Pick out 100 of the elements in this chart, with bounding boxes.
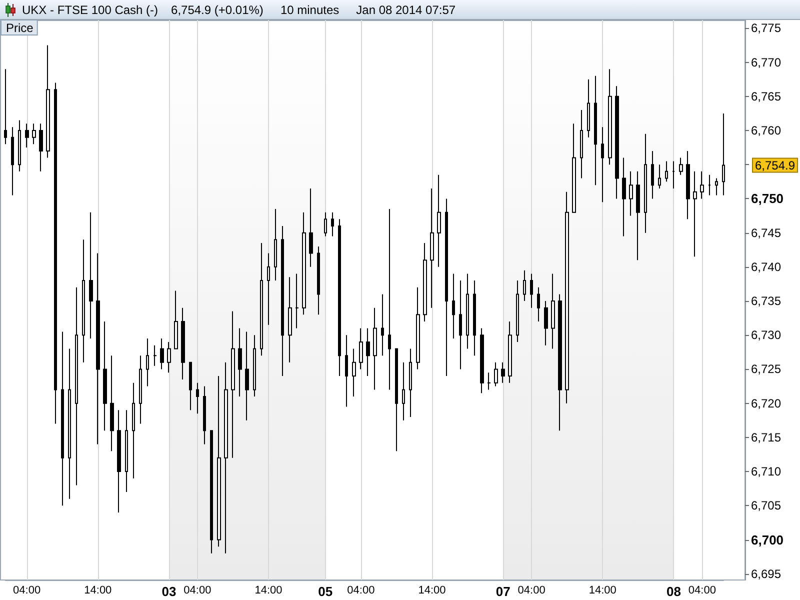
x-tick-label: 04:00 [347, 584, 375, 596]
candlestick [18, 120, 21, 172]
x-tick-label: 14:00 [588, 584, 616, 596]
chart-subtitle: 6,754.9 (+0.01%) [171, 2, 264, 16]
candlestick [558, 294, 562, 432]
candlestick [61, 331, 64, 506]
text: 10 minutes [280, 2, 340, 16]
y-tick-label: 6,750 [751, 191, 784, 206]
x-tick-label: 07 [496, 584, 510, 599]
candlestick [665, 160, 668, 182]
x-tick-label: 14:00 [254, 584, 282, 596]
y-tick-label: 6,775 [751, 21, 782, 36]
candlestick [516, 280, 519, 342]
candlestick [139, 355, 142, 424]
candlestick [544, 300, 548, 346]
candlestick [366, 328, 370, 377]
x-tick-label: 04:00 [13, 584, 41, 596]
y-tick-label: 6,725 [751, 362, 782, 376]
candlestick [359, 328, 363, 370]
y-tick-label: 6,760 [751, 124, 782, 138]
y-tick-label: 6,765 [751, 89, 782, 104]
candlestick [281, 225, 284, 377]
candlestick [181, 307, 185, 380]
candlestick [338, 218, 341, 377]
candlestick [693, 170, 697, 258]
candlestick [117, 410, 121, 513]
x-tick-label: 14:00 [84, 584, 112, 596]
candlestick [288, 276, 292, 363]
candlestick [722, 112, 725, 196]
candlestick [445, 198, 448, 377]
candlestick [651, 150, 654, 200]
candlestick [530, 273, 533, 308]
candlestick [501, 362, 505, 384]
candlestick [686, 150, 690, 220]
candlestick [587, 78, 590, 138]
candlestick [260, 242, 263, 356]
y-tick-label: 6,715 [751, 430, 782, 444]
candlestick [708, 174, 711, 196]
candlestick [146, 338, 149, 387]
candlestick [160, 338, 164, 370]
y-tick-label: 6,710 [751, 464, 782, 479]
candlestick [523, 270, 526, 302]
x-tick-label: 05 [318, 584, 333, 599]
candlestick [459, 280, 462, 370]
candlestick [210, 430, 213, 554]
candlestick [317, 246, 320, 316]
candlestick [110, 355, 114, 452]
text: Price [6, 21, 34, 35]
candlestick [11, 126, 14, 196]
candlestick [32, 123, 36, 145]
candlestick [224, 362, 228, 554]
candlestick [82, 239, 85, 363]
candlestick [572, 123, 576, 213]
candlestick [615, 86, 619, 200]
candlestick [324, 212, 327, 237]
candlestick [423, 242, 427, 322]
candlestick [622, 157, 626, 237]
candlestick [153, 344, 157, 366]
candlestick [594, 75, 597, 186]
candlestick [132, 382, 135, 479]
candlestick [231, 310, 235, 458]
x-tick-label: 04:00 [688, 584, 716, 596]
text: 6,754.9 [755, 158, 796, 172]
candlestick [679, 157, 683, 176]
candlestick [253, 334, 256, 398]
candlestick [672, 160, 675, 189]
x-tick-label: 04:00 [518, 584, 546, 596]
candlestick [46, 44, 50, 158]
candlestick [402, 362, 405, 421]
candlestick [508, 320, 512, 384]
candlestick [103, 320, 107, 432]
y-tick-label: 6,705 [751, 498, 782, 513]
y-tick-label: 6,770 [751, 55, 782, 70]
x-tick-label: 08 [666, 584, 681, 599]
candlestick [494, 362, 498, 387]
candlestick [238, 328, 242, 398]
candlestick [700, 170, 704, 200]
candlestick [274, 208, 277, 282]
candlestick [345, 334, 348, 408]
candlestick [601, 126, 604, 203]
candlestick [629, 170, 633, 216]
candlestick [452, 273, 455, 340]
candlestick [473, 280, 476, 356]
y-tick-label: 6,695 [751, 566, 782, 581]
candlestick [309, 188, 313, 268]
candlestick [608, 68, 612, 166]
candlestick [4, 68, 7, 145]
candlestick [25, 123, 29, 148]
candlestick [373, 307, 377, 390]
y-tick-label: 6,735 [751, 294, 782, 308]
candlestick [174, 290, 178, 350]
candlestick [75, 286, 78, 486]
y-tick-label: 6,745 [751, 226, 782, 240]
candlestick [409, 348, 412, 418]
candlestick [658, 164, 661, 189]
candlestick [430, 188, 434, 308]
candlestick [68, 348, 71, 500]
y-tick-label: 6,740 [751, 260, 782, 274]
x-tick-label: 04:00 [184, 584, 212, 596]
candlestick [416, 286, 420, 370]
